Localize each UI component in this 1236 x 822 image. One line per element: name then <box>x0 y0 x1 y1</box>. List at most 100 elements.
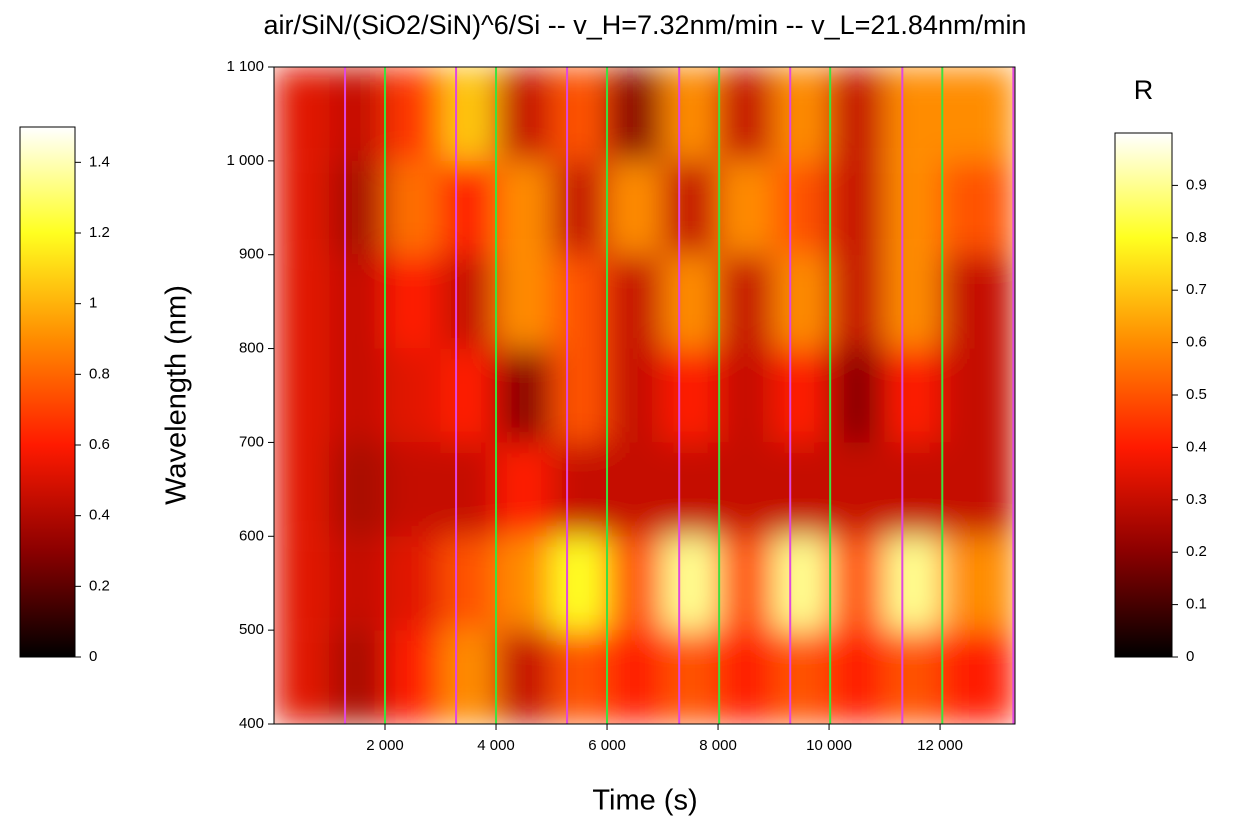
heatmap-cell <box>829 536 885 631</box>
y-tick-label: 400 <box>239 715 264 732</box>
heatmap-cell <box>940 254 1015 349</box>
heatmap-cell <box>607 630 663 724</box>
heatmap-cell <box>829 254 885 349</box>
heatmap-cell <box>496 630 552 724</box>
heatmap-cell <box>884 536 941 631</box>
heatmap-cell <box>329 442 386 537</box>
heatmap-cell <box>274 348 330 443</box>
heatmap-cell <box>940 630 1015 724</box>
heatmap-cell <box>884 67 941 161</box>
heatmap-cell <box>829 348 885 443</box>
colorbar-tick-label: 0 <box>89 648 97 665</box>
heatmap-cell <box>440 254 497 349</box>
y-tick-label: 1 100 <box>226 58 264 75</box>
heatmap-cell <box>718 442 774 537</box>
heatmap-cell <box>329 630 386 724</box>
heatmap-cell <box>940 160 1015 255</box>
heatmap-cell <box>551 536 608 631</box>
y-tick-label: 700 <box>239 433 264 450</box>
heatmap-cell <box>940 536 1015 631</box>
heatmap-cell <box>829 630 885 724</box>
heatmap-cell <box>385 67 441 161</box>
y-tick-label: 500 <box>239 621 264 638</box>
heatmap-cell <box>274 536 330 631</box>
heatmap-cell <box>607 442 663 537</box>
heatmap-cell <box>496 442 552 537</box>
heatmap-cell <box>884 630 941 724</box>
heatmap-cell <box>274 442 330 537</box>
heatmap-cell <box>496 254 552 349</box>
heatmap <box>274 67 1015 724</box>
heatmap-cell <box>440 67 497 161</box>
colorbar-tick-label: 1.2 <box>89 224 110 241</box>
colorbar-tick-label: 0.6 <box>1186 334 1207 351</box>
heatmap-cell <box>829 160 885 255</box>
heatmap-cell <box>718 160 774 255</box>
colorbar-tick-label: 0.4 <box>89 507 110 524</box>
heatmap-cell <box>551 254 608 349</box>
heatmap-cell <box>607 348 663 443</box>
heatmap-cell <box>662 536 719 631</box>
colorbar-tick-label: 0.5 <box>1186 386 1207 403</box>
heatmap-cell <box>607 254 663 349</box>
y-tick-label: 1 000 <box>226 152 264 169</box>
heatmap-cell <box>385 160 441 255</box>
plot-frame <box>273 66 1016 725</box>
x-axis-label: Time (s) <box>592 785 697 817</box>
heatmap-cell <box>440 536 497 631</box>
colorbar-tick-label: 0.4 <box>1186 438 1207 455</box>
x-tick-label: 6 000 <box>588 737 626 754</box>
colorbar-tick-label: 0.7 <box>1186 281 1207 298</box>
heatmap-cell <box>496 160 552 255</box>
heatmap-cell <box>718 630 774 724</box>
heatmap-cell <box>662 67 719 161</box>
heatmap-cell <box>773 160 830 255</box>
colorbar-tick-label: 1.4 <box>89 153 110 170</box>
colorbar-tick-label: 1 <box>89 295 97 312</box>
colorbar-label: R <box>1134 75 1154 105</box>
heatmap-cell <box>496 536 552 631</box>
colorbar-tick-label: 0.2 <box>1186 543 1207 560</box>
heatmap-cell <box>773 536 830 631</box>
heatmap-cell <box>884 160 941 255</box>
y-axis-label: Wavelength (nm) <box>161 285 193 505</box>
heatmap-cell <box>662 160 719 255</box>
colorbar-tick-label: 0.3 <box>1186 491 1207 508</box>
heatmap-cell <box>551 442 608 537</box>
heatmap-cell <box>718 348 774 443</box>
heatmap-cell <box>884 348 941 443</box>
x-tick-label: 2 000 <box>366 737 404 754</box>
heatmap-cell <box>551 67 608 161</box>
heatmap-cell <box>940 348 1015 443</box>
heatmap-cell <box>773 442 830 537</box>
y-tick-label: 800 <box>239 340 264 357</box>
chart-title: air/SiN/(SiO2/SiN)^6/Si -- v_H=7.32nm/mi… <box>264 10 1027 40</box>
heatmap-cell <box>551 348 608 443</box>
heatmap-cell <box>773 67 830 161</box>
heatmap-cell <box>829 442 885 537</box>
heatmap-cell <box>607 160 663 255</box>
y-tick-label: 900 <box>239 246 264 263</box>
heatmap-cell <box>718 536 774 631</box>
heatmap-cell <box>718 254 774 349</box>
heatmap-cell <box>274 254 330 349</box>
heatmap-cells <box>274 67 1015 724</box>
heatmap-cell <box>829 67 885 161</box>
heatmap-cell <box>385 442 441 537</box>
heatmap-cell <box>662 254 719 349</box>
heatmap-cell <box>884 442 941 537</box>
heatmap-cell <box>773 630 830 724</box>
heatmap-cell <box>718 67 774 161</box>
heatmap-cell <box>385 254 441 349</box>
heatmap-cell <box>274 67 330 161</box>
heatmap-cell <box>274 160 330 255</box>
heatmap-cell <box>274 630 330 724</box>
y-tick-label: 600 <box>239 527 264 544</box>
heatmap-cell <box>662 630 719 724</box>
heatmap-cell <box>551 160 608 255</box>
colorbar-tick-label: 0.8 <box>89 365 110 382</box>
heatmap-cell <box>329 348 386 443</box>
heatmap-cell <box>329 536 386 631</box>
colorbar-tick-label: 0.9 <box>1186 176 1207 193</box>
